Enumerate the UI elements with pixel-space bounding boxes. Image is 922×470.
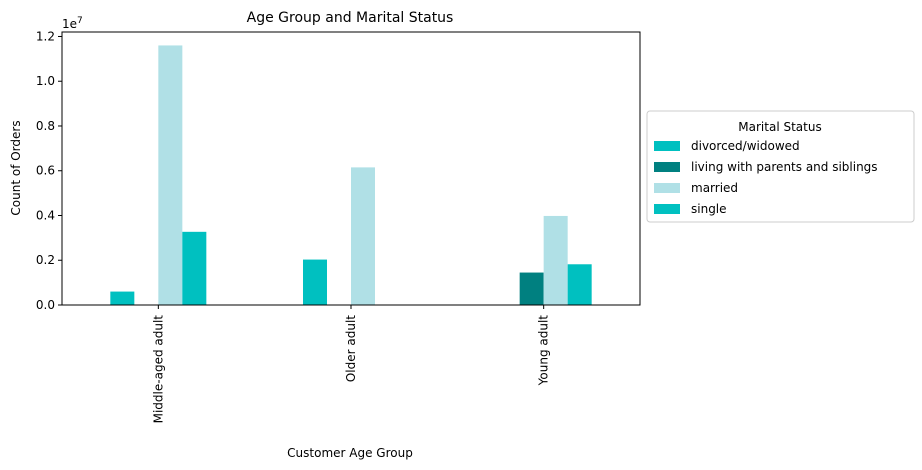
y-tick-label: 0.8 [36,119,55,133]
y-axis-label: Count of Orders [9,120,23,215]
bar [351,167,375,305]
legend-label: divorced/widowed [691,139,800,153]
x-tick-label: Middle-aged adult [151,315,165,424]
bar [543,215,568,305]
y-offset-exponent: 7 [77,16,83,26]
x-axis-label: Customer Age Group [287,446,413,460]
bar [158,45,183,305]
legend-label: single [691,202,727,216]
y-tick-label: 1.2 [36,29,55,43]
legend-swatch [654,141,680,151]
legend-swatch [654,204,680,214]
plot-frame [61,31,641,306]
y-offset-base: 1e [62,17,77,31]
bar [303,259,327,305]
y-tick-label: 0.4 [36,208,55,222]
y-axis: 0.0 0.2 0.4 0.6 0.8 1.0 1.2 [36,29,62,312]
legend-swatch [654,183,680,193]
legend-frame [646,110,915,223]
x-tick-label: Older adult [344,315,358,382]
legend-label: married [691,181,738,195]
legend-title: Marital Status [738,120,821,134]
bar [567,264,592,305]
legend: Marital Status divorced/widowed living wi… [646,110,915,223]
y-tick-label: 0.0 [36,298,55,312]
y-tick-label: 0.6 [36,164,55,178]
y-tick-label: 1.0 [36,74,55,88]
bar-group [110,45,592,305]
legend-label: living with parents and siblings [691,160,878,174]
bar [182,231,207,305]
legend-items: divorced/widowed living with parents and … [654,139,878,216]
bar [519,272,544,305]
legend-swatch [654,162,680,172]
bar [110,291,135,305]
x-axis: Middle-aged adult Older adult Young adult [151,305,551,424]
y-offset-label: 1e7 [62,16,83,31]
chart-title: Age Group and Marital Status [247,10,454,26]
y-tick-label: 0.2 [36,253,55,267]
x-tick-label: Young adult [537,315,551,387]
